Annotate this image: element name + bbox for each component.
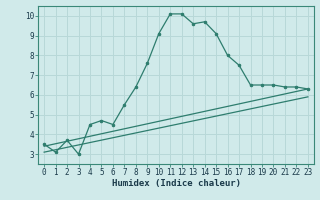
X-axis label: Humidex (Indice chaleur): Humidex (Indice chaleur) <box>111 179 241 188</box>
